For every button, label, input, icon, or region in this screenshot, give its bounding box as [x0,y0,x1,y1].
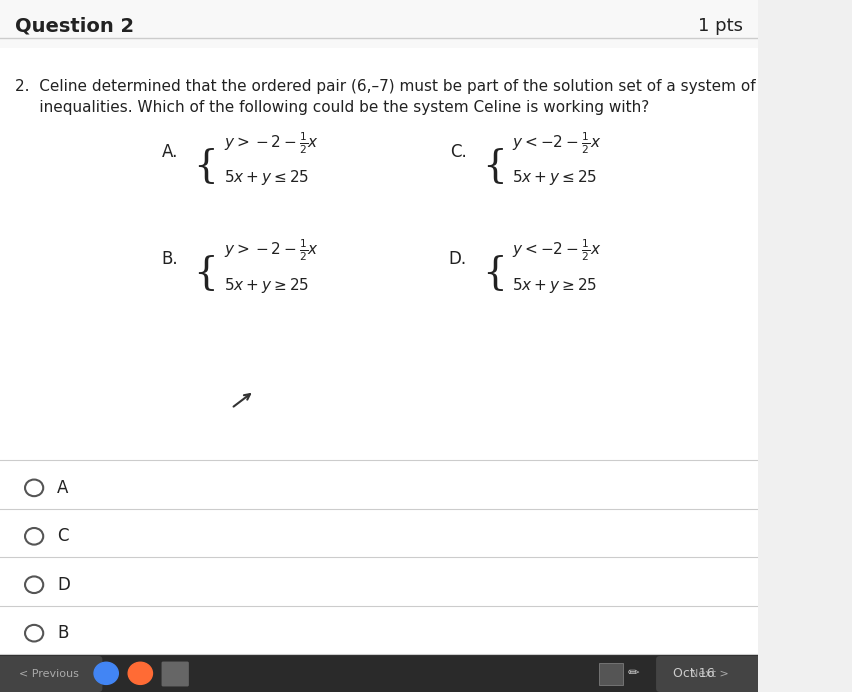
Text: {: { [481,147,506,185]
Text: {: { [193,255,218,292]
FancyBboxPatch shape [0,654,758,692]
Circle shape [128,662,153,684]
Text: < Previous: < Previous [20,669,79,679]
Text: {: { [481,255,506,292]
Text: A.: A. [162,143,178,161]
Text: B.: B. [162,251,178,268]
Text: Next >: Next > [690,669,728,679]
Text: C.: C. [450,143,466,161]
Text: $y > -2 - \frac{1}{2}x$: $y > -2 - \frac{1}{2}x$ [224,238,319,263]
Text: 1 pts: 1 pts [699,17,743,35]
Text: A: A [57,479,68,497]
FancyBboxPatch shape [162,662,189,686]
Text: Oct 16: Oct 16 [673,667,715,680]
Text: inequalities. Which of the following could be the system Celine is working with?: inequalities. Which of the following cou… [15,100,649,115]
FancyBboxPatch shape [0,0,758,654]
Text: B: B [57,624,68,642]
Text: 2.  Celine determined that the ordered pair (6,–7) must be part of the solution : 2. Celine determined that the ordered pa… [15,79,756,94]
Text: $5x + y \leq 25$: $5x + y \leq 25$ [512,168,597,188]
FancyBboxPatch shape [599,663,624,685]
Text: $y < -2 - \frac{1}{2}x$: $y < -2 - \frac{1}{2}x$ [512,238,602,263]
Text: Question 2: Question 2 [15,17,135,36]
Text: ✏: ✏ [628,666,639,680]
Text: $5x + y \leq 25$: $5x + y \leq 25$ [224,168,309,188]
FancyBboxPatch shape [0,0,758,48]
FancyBboxPatch shape [656,656,763,692]
Text: $y > -2 - \frac{1}{2}x$: $y > -2 - \frac{1}{2}x$ [224,131,319,156]
Text: $y < -2 - \frac{1}{2}x$: $y < -2 - \frac{1}{2}x$ [512,131,602,156]
Text: C: C [57,527,68,545]
Text: {: { [193,147,218,185]
FancyBboxPatch shape [0,656,102,692]
Text: D: D [57,576,70,594]
Circle shape [94,662,118,684]
Text: D.: D. [448,251,466,268]
Text: $5x + y \geq 25$: $5x + y \geq 25$ [512,275,597,295]
Text: $5x + y \geq 25$: $5x + y \geq 25$ [224,275,309,295]
